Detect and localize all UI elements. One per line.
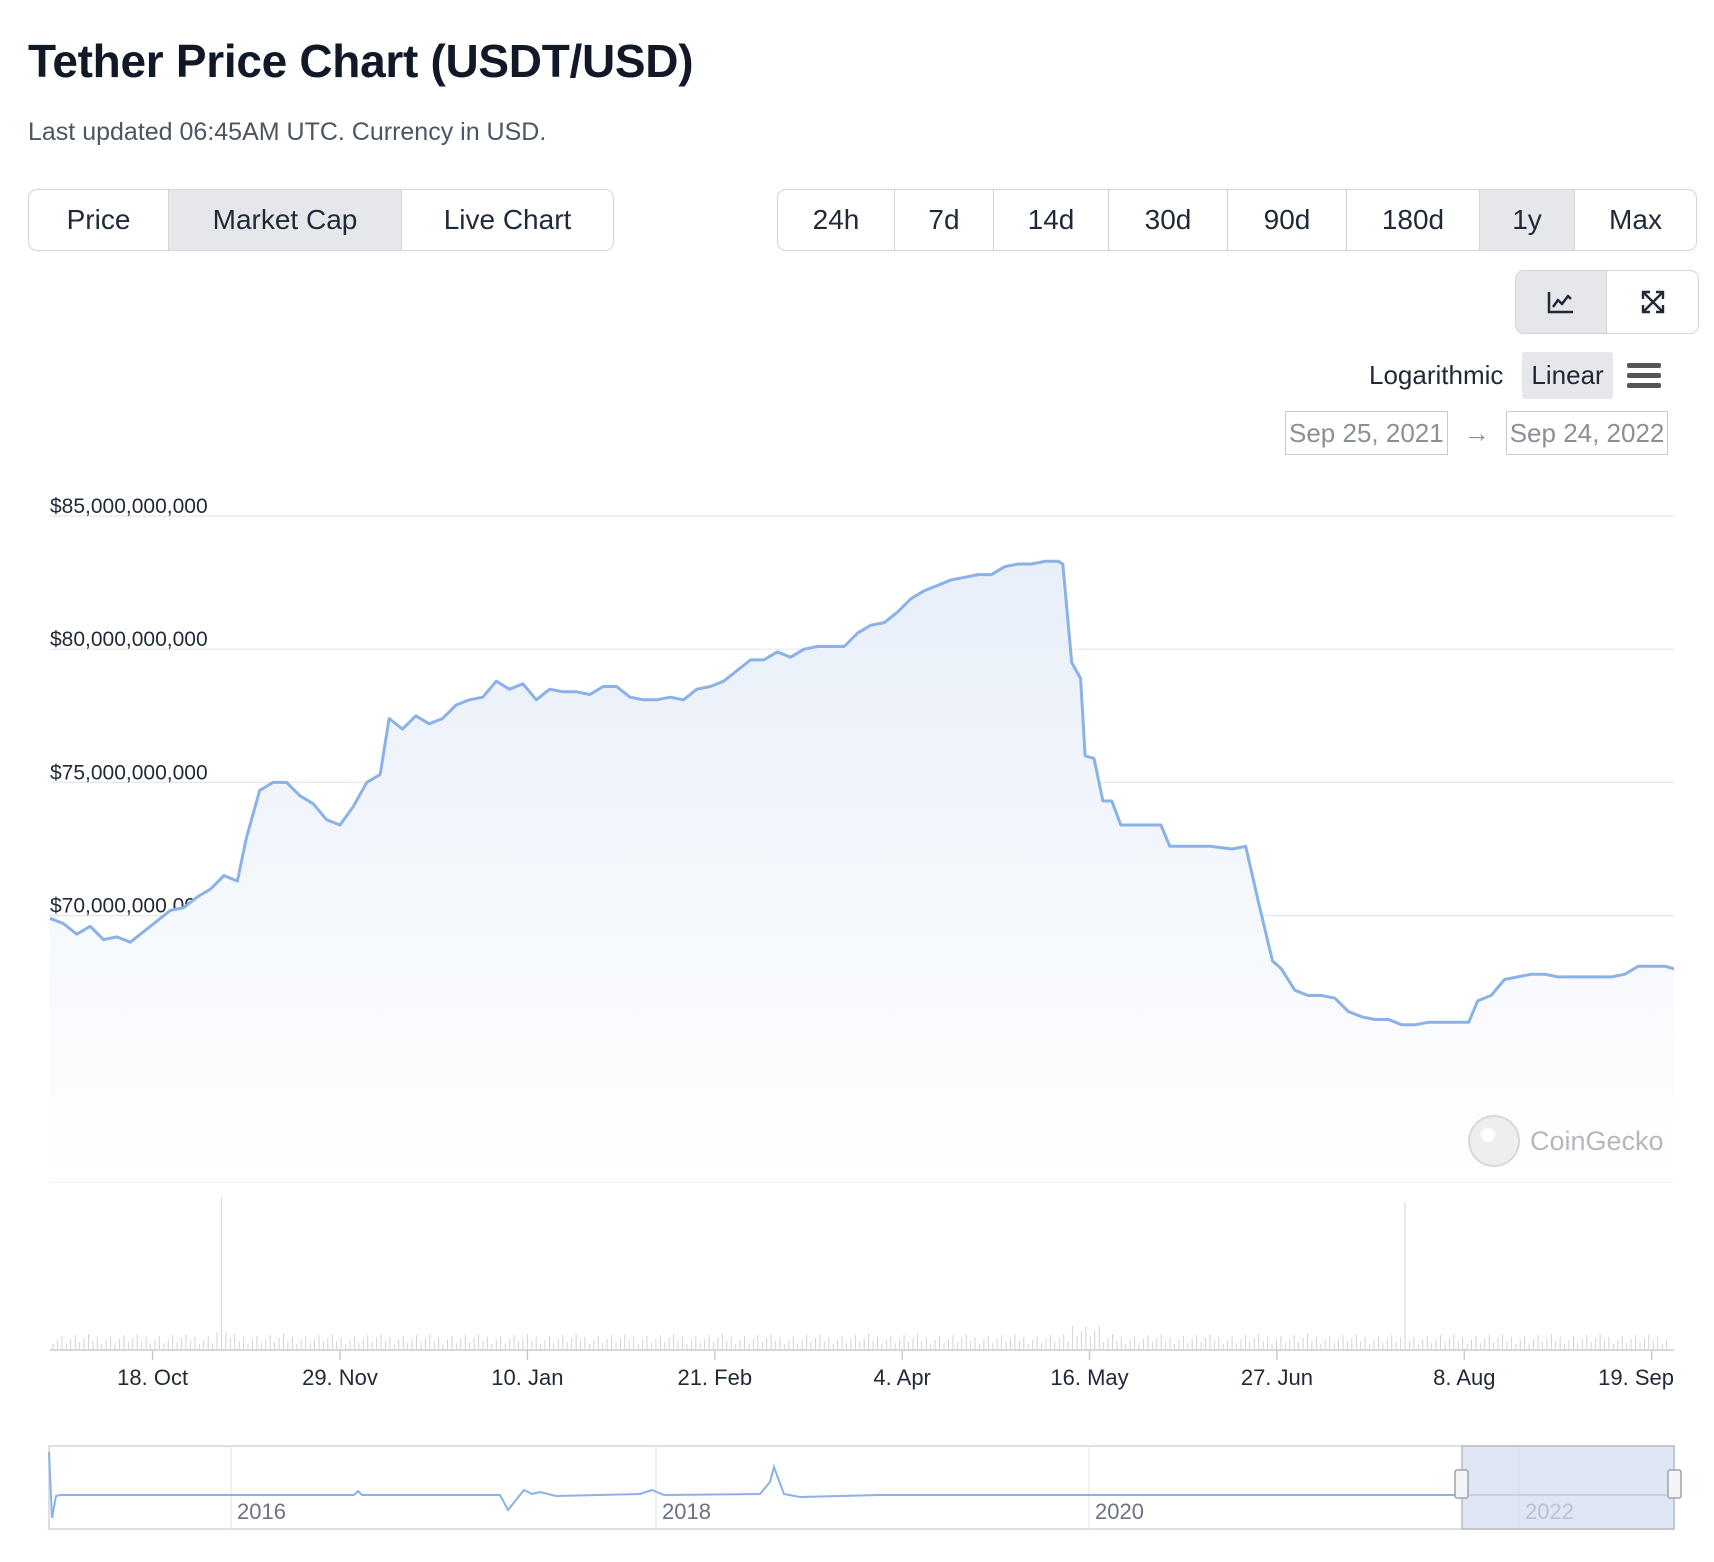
market-cap-area xyxy=(50,561,1674,1182)
navigator-ticks: 2016201820202022 xyxy=(230,1446,1574,1529)
last-updated-text: Last updated 06:45AM UTC. Currency in US… xyxy=(28,118,547,146)
coingecko-logo-eye xyxy=(1481,1128,1495,1142)
navigator-selection[interactable] xyxy=(1461,1445,1675,1530)
date-to-input[interactable]: Sep 24, 2022 xyxy=(1505,411,1669,455)
tab-market-cap[interactable]: Market Cap xyxy=(169,190,402,250)
tab-live-chart[interactable]: Live Chart xyxy=(443,204,572,235)
x-tick-label: 21. Feb xyxy=(677,1365,752,1390)
range-90d[interactable]: 90d xyxy=(1228,190,1347,250)
y-tick-label: $85,000,000,000 xyxy=(50,495,208,518)
y-tick-label: $75,000,000,000 xyxy=(50,761,208,784)
y-tick-label: $80,000,000,000 xyxy=(50,628,208,651)
navigator-right-handle[interactable] xyxy=(1667,1469,1682,1499)
x-tick-label: 27. Jun xyxy=(1241,1365,1313,1390)
range-14d[interactable]: 14d xyxy=(994,190,1109,250)
range-24h[interactable]: 24h xyxy=(778,190,895,250)
range-7d[interactable]: 7d xyxy=(895,190,994,250)
navigator-tick-label: 2018 xyxy=(662,1499,711,1524)
date-from-input[interactable]: Sep 25, 2021 xyxy=(1285,411,1448,455)
menu-icon[interactable] xyxy=(1626,363,1661,388)
coingecko-watermark: CoinGecko xyxy=(1468,1115,1664,1167)
coingecko-logo-icon xyxy=(1468,1115,1520,1167)
page-title: Tether Price Chart (USDT/USD) xyxy=(28,35,694,87)
market-cap-line xyxy=(49,559,1675,1027)
date-range: Sep 25, 2021 → Sep 24, 2022 xyxy=(1285,411,1669,455)
chart-type-buttons xyxy=(1515,270,1699,334)
range-30d[interactable]: 30d xyxy=(1109,190,1228,250)
range-max[interactable]: Max xyxy=(1609,204,1662,235)
scale-linear[interactable]: Linear xyxy=(1522,352,1613,399)
view-tabs: Price Market Cap Live Chart xyxy=(28,189,614,251)
navigator-left-handle[interactable] xyxy=(1454,1469,1469,1499)
x-axis-ticks: 18. Oct 29. Nov 10. Jan 21. Feb 4. Apr 16. Ma… xyxy=(117,1350,1674,1390)
range-tabs: 24h 7d 14d 30d 90d 180d 1y Max xyxy=(777,189,1697,251)
x-tick-label: 19. Sep xyxy=(1598,1365,1674,1390)
scale-toggle: Logarithmic Linear xyxy=(1360,352,1661,399)
x-tick-label: 8. Aug xyxy=(1433,1365,1495,1390)
x-tick-label: 10. Jan xyxy=(491,1365,563,1390)
navigator-tick-label: 2020 xyxy=(1095,1499,1144,1524)
line-chart-button[interactable] xyxy=(1516,271,1607,333)
x-tick-label: 29. Nov xyxy=(302,1365,378,1390)
line-chart-icon xyxy=(1547,292,1573,314)
x-tick-label: 18. Oct xyxy=(117,1365,188,1390)
range-1y[interactable]: 1y xyxy=(1480,190,1575,250)
navigator[interactable]: 2016201820202022 xyxy=(48,1445,1682,1530)
navigator-frame xyxy=(48,1445,1675,1530)
tab-price[interactable]: Price xyxy=(29,190,169,250)
arrow-right-icon: → xyxy=(1463,417,1490,448)
x-tick-label: 4. Apr xyxy=(873,1365,930,1390)
watermark-text: CoinGecko xyxy=(1530,1126,1664,1156)
range-180d[interactable]: 180d xyxy=(1347,190,1480,250)
expand-button[interactable] xyxy=(1607,271,1698,333)
x-tick-label: 16. May xyxy=(1050,1365,1128,1390)
volume-bars xyxy=(50,1198,1674,1351)
navigator-tick-label: 2016 xyxy=(237,1499,286,1524)
scale-logarithmic[interactable]: Logarithmic xyxy=(1369,360,1504,390)
navigator-line xyxy=(48,1451,1674,1519)
expand-icon xyxy=(1641,290,1664,314)
